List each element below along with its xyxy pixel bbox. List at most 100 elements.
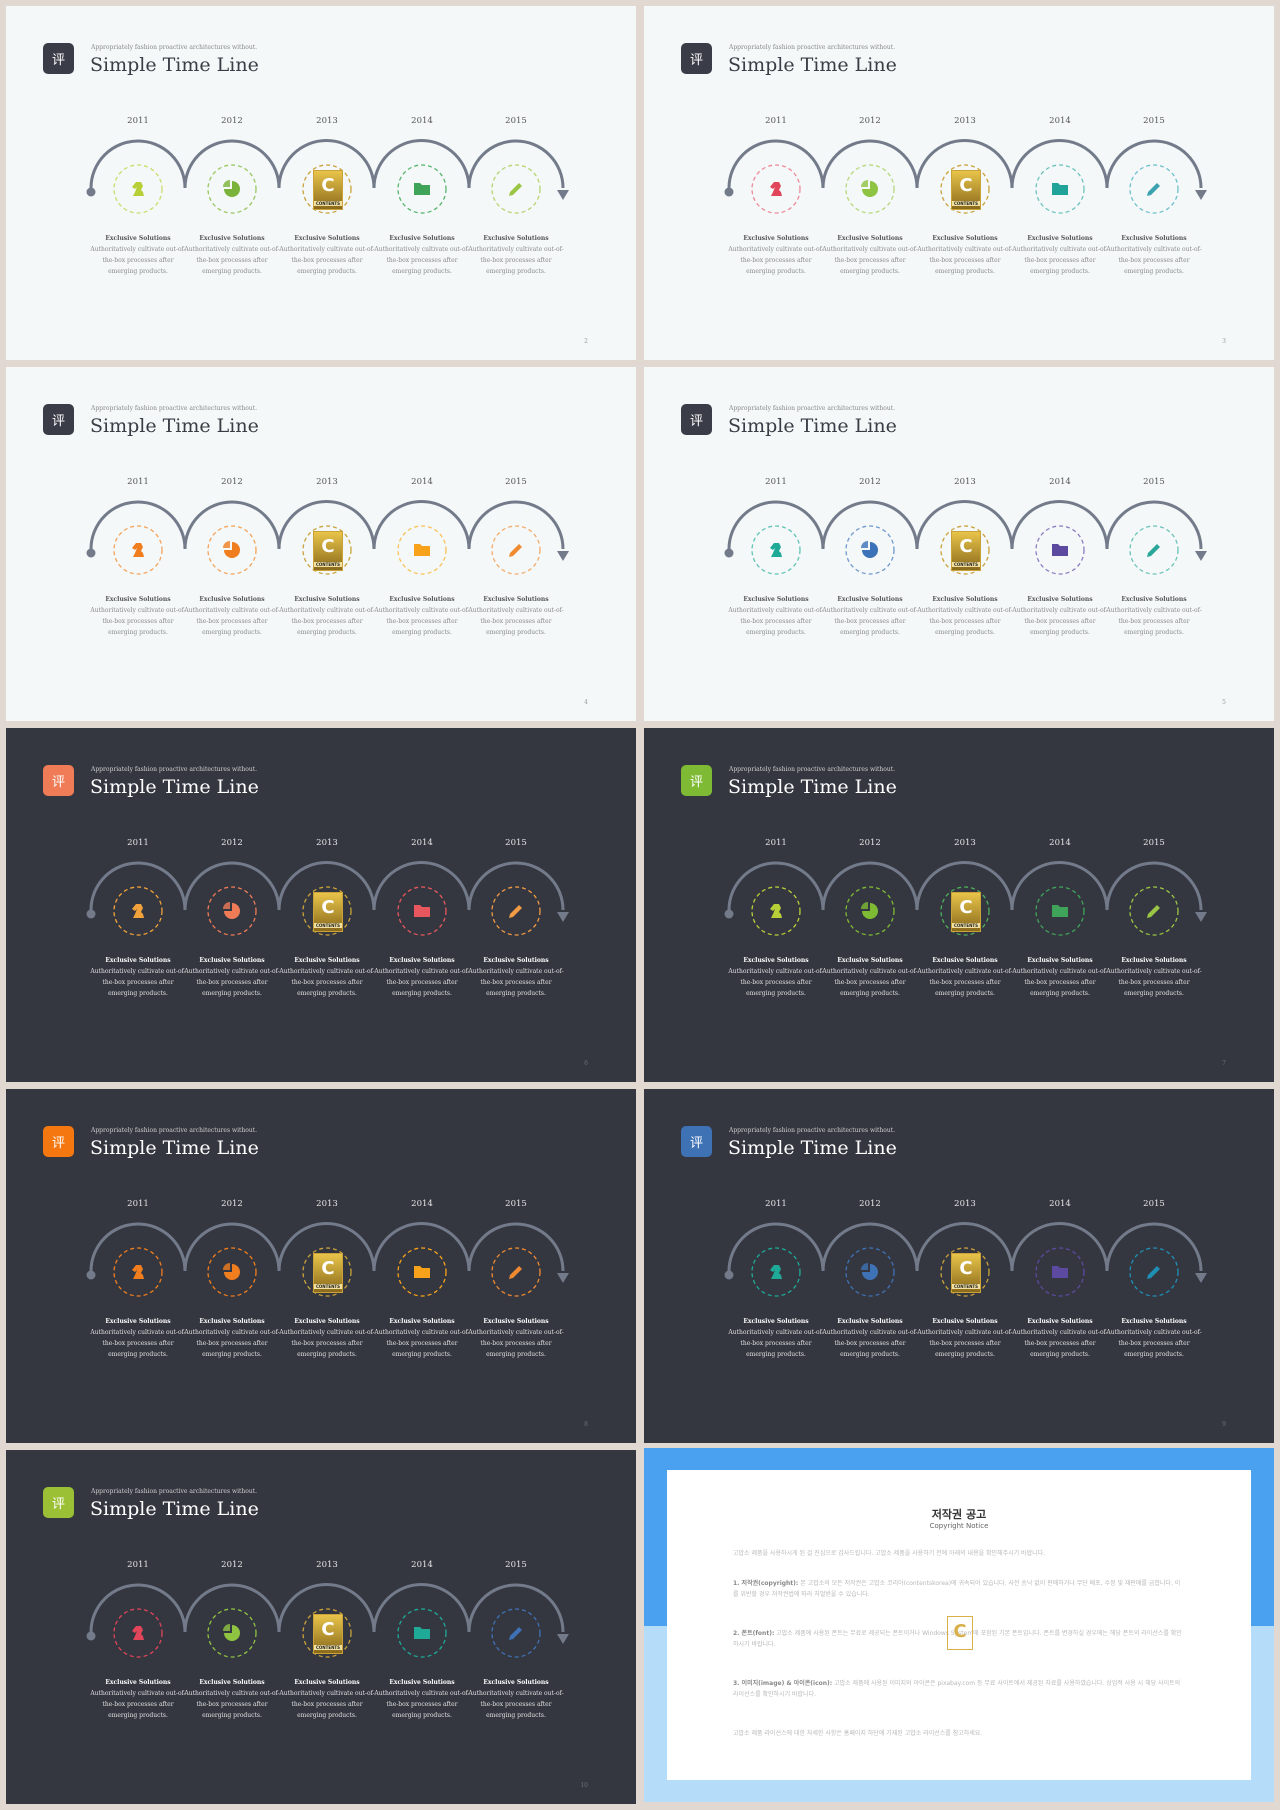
year-label: 2012 [221, 116, 243, 126]
arrow-head-icon [557, 551, 569, 561]
year-label: 2015 [505, 1199, 527, 1209]
milestone-title: Exclusive Solutions [837, 957, 903, 964]
year-label: 2011 [127, 1560, 149, 1570]
copyright-title: 저작권 공고 [931, 1508, 987, 1521]
milestone-description: Exclusive Solutions Authoritatively culti… [88, 233, 188, 277]
milestone-text: emerging products. [746, 1351, 806, 1358]
milestone-description: Exclusive Solutions Authoritatively culti… [88, 1316, 188, 1360]
milestone-text: emerging products. [935, 990, 995, 997]
icon-ring [1129, 525, 1179, 575]
milestone-text: emerging products. [840, 990, 900, 997]
milestone-text: Authoritatively cultivate out-of- [917, 607, 1013, 614]
milestone-text: the-box processes after [929, 618, 1001, 625]
icon-ring [397, 164, 447, 214]
year-label: 2012 [859, 116, 881, 126]
milestone-text: emerging products. [840, 629, 900, 636]
milestone-text: emerging products. [1124, 1351, 1184, 1358]
badge-text: CONTENTS [952, 1284, 980, 1289]
badge-text: CONTENTS [314, 923, 342, 928]
page-number: 4 [584, 699, 588, 706]
copyright-outro: 고맙소 제품 라이선스에 대한 자세한 사항은 홈페이지 하단에 기재된 고맙소… [733, 1730, 983, 1737]
contents-badge-logo: C CONTENTS [313, 170, 343, 210]
milestone-text: the-box processes after [102, 1701, 174, 1708]
icon-ring [491, 1608, 541, 1658]
milestone-title: Exclusive Solutions [743, 957, 809, 964]
milestone-title: Exclusive Solutions [199, 1679, 265, 1686]
badge-text: CONTENTS [952, 201, 980, 206]
milestone-text: Authoritatively cultivate out-of- [90, 607, 186, 614]
milestone-description: Exclusive Solutions Authoritatively culti… [726, 1316, 826, 1360]
badge-text: CONTENTS [314, 201, 342, 206]
icon-ring [751, 886, 801, 936]
slide-subtitle: Appropriately fashion proactive architec… [91, 1127, 258, 1134]
milestone-description: Exclusive Solutions Authoritatively culti… [915, 594, 1015, 638]
milestone-text: emerging products. [1030, 1351, 1090, 1358]
icon-ring [1035, 886, 1085, 936]
milestone-text: Authoritatively cultivate out-of- [822, 246, 918, 253]
milestone-text: the-box processes after [291, 1701, 363, 1708]
copyright-paragraph-2: 2. 폰트(font): 고맙소 제품에 사용된 폰트는 무료로 제공되는 폰트… [733, 1628, 1185, 1650]
timeline-arc-line [89, 861, 565, 911]
milestone-text: the-box processes after [196, 1340, 268, 1347]
contents-badge-logo: C CONTENTS [313, 892, 343, 932]
badge-text: CONTENTS [952, 923, 980, 928]
contents-badge-logo: C CONTENTS [951, 892, 981, 932]
slide-title: Simple Time Line [90, 1498, 259, 1520]
year-label: 2011 [765, 1199, 787, 1209]
timeline-start-dot [724, 187, 734, 197]
year-label: 2013 [316, 838, 338, 848]
logo-icon: 评 [681, 43, 712, 74]
milestone-title: Exclusive Solutions [199, 1318, 265, 1325]
milestone-text: emerging products. [1030, 629, 1090, 636]
milestone-text: the-box processes after [196, 1701, 268, 1708]
year-label: 2012 [221, 1560, 243, 1570]
milestone-description: Exclusive Solutions Authoritatively culti… [182, 955, 282, 999]
milestone-text: the-box processes after [834, 979, 906, 986]
milestone-title: Exclusive Solutions [483, 596, 549, 603]
contents-badge-logo: C CONTENTS [313, 1253, 343, 1293]
icon-ring [940, 525, 990, 575]
milestone-title: Exclusive Solutions [294, 1318, 360, 1325]
logo-icon: 评 [43, 1126, 74, 1157]
logo-icon: 评 [681, 765, 712, 796]
chess-knight-icon [770, 182, 782, 196]
milestone-description: Exclusive Solutions Authoritatively culti… [277, 955, 377, 999]
milestone-text: emerging products. [108, 268, 168, 275]
timeline-start-dot [86, 1270, 96, 1280]
year-label: 2015 [505, 116, 527, 126]
icon-ring [751, 1247, 801, 1297]
milestone-title: Exclusive Solutions [483, 957, 549, 964]
milestone-text: Authoritatively cultivate out-of- [184, 1329, 280, 1336]
milestone-text: emerging products. [1030, 268, 1090, 275]
slide-7: 评 Appropriately fashion proactive archite… [644, 728, 1274, 1082]
timeline-arc-line [89, 1583, 565, 1633]
icon-ring [113, 164, 163, 214]
milestone-description: Exclusive Solutions Authoritatively culti… [726, 594, 826, 638]
milestone-title: Exclusive Solutions [1121, 1318, 1187, 1325]
logo-icon: 评 [681, 1126, 712, 1157]
milestone-text: Authoritatively cultivate out-of- [1012, 246, 1108, 253]
milestone-description: Exclusive Solutions Authoritatively culti… [182, 1677, 282, 1721]
milestone-description: Exclusive Solutions Authoritatively culti… [820, 955, 920, 999]
milestone-text: the-box processes after [291, 1340, 363, 1347]
contents-badge-logo: C CONTENTS [313, 1614, 343, 1654]
slide-title: Simple Time Line [90, 54, 259, 76]
milestone-text: the-box processes after [834, 1340, 906, 1347]
pencil-icon [509, 905, 522, 918]
milestone-description: Exclusive Solutions Authoritatively culti… [915, 233, 1015, 277]
badge-text: CONTENTS [314, 1645, 342, 1650]
chess-knight-icon [770, 904, 782, 918]
copyright-subtitle: Copyright Notice [929, 1522, 989, 1530]
slide-10: 评 Appropriately fashion proactive archite… [6, 1450, 636, 1804]
milestone-text: the-box processes after [1118, 1340, 1190, 1347]
icon-ring [491, 525, 541, 575]
milestone-description: Exclusive Solutions Authoritatively culti… [466, 233, 566, 277]
icon-ring [1129, 164, 1179, 214]
milestone-text: Authoritatively cultivate out-of- [728, 1329, 824, 1336]
milestone-text: Authoritatively cultivate out-of- [90, 1329, 186, 1336]
slide-2: 评 Appropriately fashion proactive archite… [6, 6, 636, 360]
milestone-title: Exclusive Solutions [294, 596, 360, 603]
milestone-title: Exclusive Solutions [932, 235, 998, 242]
pie-chart-icon [223, 902, 240, 919]
year-label: 2014 [1049, 477, 1071, 487]
